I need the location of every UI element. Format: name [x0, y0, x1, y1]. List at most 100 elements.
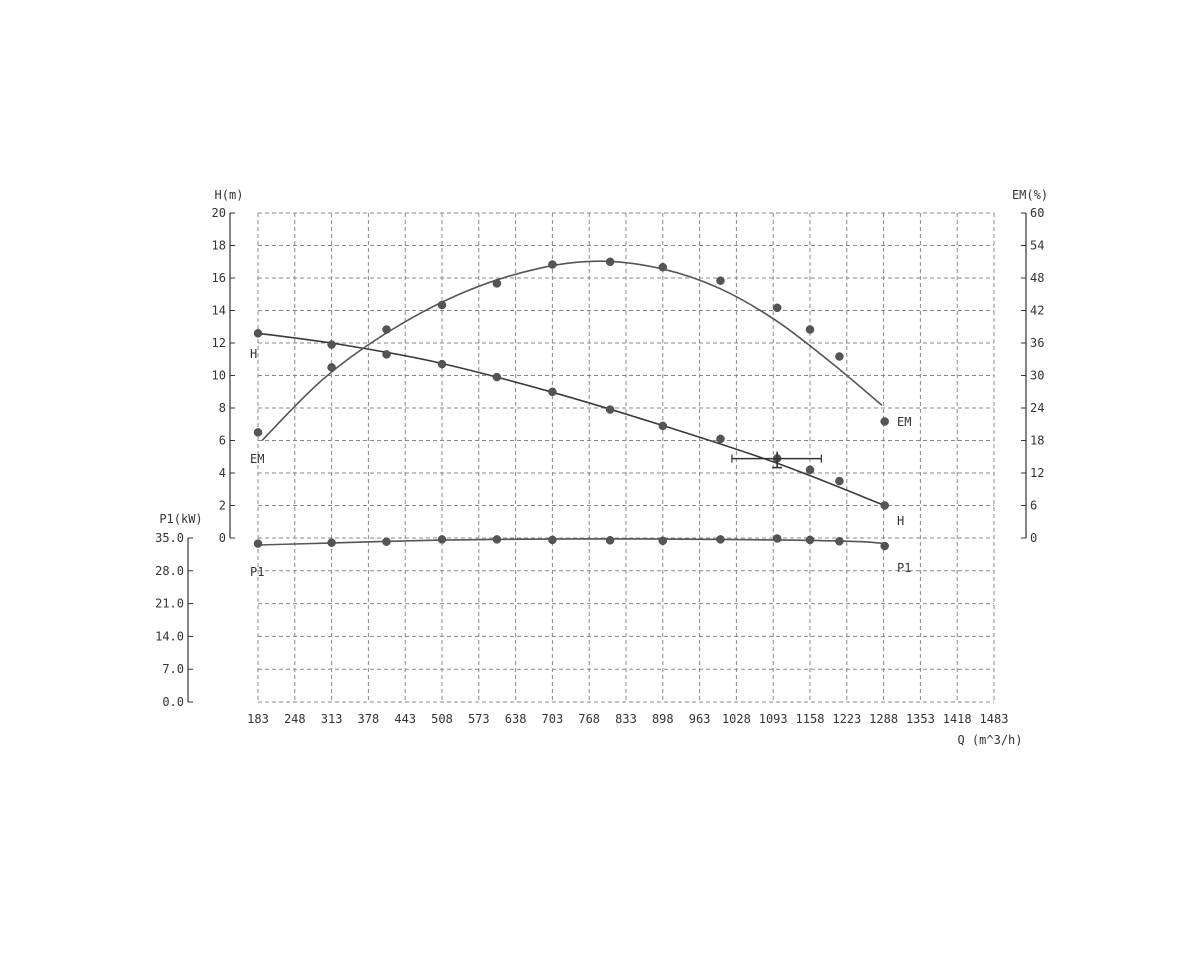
data-point-p1: [548, 535, 557, 545]
x-tick-label: 248: [284, 712, 306, 726]
em-tick-label: 18: [1030, 434, 1044, 448]
x-tick-label: 898: [652, 712, 674, 726]
p1-tick-label: 7.0: [162, 662, 184, 676]
h-tick-label: 6: [219, 434, 226, 448]
data-point-em: [548, 260, 557, 269]
grid: [257, 212, 995, 703]
data-point-em: [772, 303, 782, 313]
em-tick-label: 42: [1030, 304, 1044, 318]
em-tick-label: 30: [1030, 369, 1044, 383]
data-point-em: [253, 428, 263, 437]
data-point-h: [437, 359, 447, 369]
curve-label-h-right: H: [897, 514, 904, 528]
x-tick-label: 1288: [869, 712, 898, 726]
x-tick-label: 1158: [796, 712, 825, 726]
x-tick-label: 573: [468, 712, 490, 726]
x-tick-label: 443: [394, 712, 416, 726]
data-point-h: [492, 372, 502, 382]
curve-label-p1-left: P1: [250, 565, 264, 579]
data-point-h: [658, 421, 668, 431]
em-tick-label: 12: [1030, 466, 1044, 480]
x-tick-label: 1353: [906, 712, 935, 726]
data-point-h: [880, 501, 889, 510]
h-tick-label: 16: [212, 271, 226, 285]
h-tick-label: 2: [219, 499, 226, 513]
h-tick-label: 8: [219, 401, 226, 415]
series-line-h: [257, 332, 885, 507]
data-point-em: [716, 276, 725, 285]
em-tick-label: 24: [1030, 401, 1044, 415]
h-tick-label: 12: [212, 336, 226, 350]
em-axis-title: EM(%): [1012, 188, 1048, 202]
data-point-em: [327, 363, 336, 372]
x-tick-label: 703: [542, 712, 564, 726]
data-point-em: [437, 300, 447, 310]
data-point-p1: [327, 538, 336, 547]
p1-tick-label: 0.0: [162, 695, 184, 709]
data-point-em: [658, 262, 668, 272]
data-point-p1: [605, 536, 615, 545]
data-point-h: [548, 387, 557, 397]
p1-tick-label: 14.0: [155, 629, 184, 643]
data-point-em: [492, 279, 502, 288]
p1-tick-label: 35.0: [155, 531, 184, 545]
x-axis-title: Q (m^3/h): [957, 733, 1022, 747]
em-tick-label: 60: [1030, 206, 1044, 220]
data-point-h: [716, 434, 725, 444]
h-tick-label: 0: [219, 531, 226, 545]
p1-tick-label: 21.0: [155, 597, 184, 611]
x-tick-label: 183: [247, 712, 269, 726]
data-point-p1: [880, 541, 889, 551]
x-tick-label: 1093: [759, 712, 788, 726]
h-tick-label: 4: [219, 466, 226, 480]
p1-axis-title: P1(kW): [159, 512, 202, 526]
data-point-p1: [805, 535, 815, 545]
x-tick-label: 378: [358, 712, 380, 726]
x-tick-label: 1418: [943, 712, 972, 726]
em-tick-label: 54: [1030, 239, 1044, 253]
x-tick-label: 1223: [832, 712, 861, 726]
em-tick-label: 36: [1030, 336, 1044, 350]
data-point-h: [382, 350, 391, 359]
data-point-h: [805, 465, 815, 475]
data-point-em: [805, 325, 815, 334]
data-point-h: [253, 329, 263, 338]
curve-label-h-left: H: [250, 347, 257, 361]
series-line-em: [261, 260, 883, 442]
data-point-p1: [772, 534, 782, 543]
data-point-h: [835, 476, 844, 486]
data-point-em: [382, 325, 391, 334]
axes: 183 248 313 378 443 508 573 638 703 768 833 898 963 1…: [155, 188, 1048, 747]
p1-tick-label: 28.0: [155, 564, 184, 578]
x-tick-label: 833: [615, 712, 637, 726]
labels: H EM EM H P1 P1: [250, 347, 911, 579]
data-point-p1: [492, 535, 502, 544]
data-point-h: [605, 405, 615, 414]
data-point-p1: [716, 535, 725, 544]
data-point-h: [327, 340, 336, 349]
h-tick-label: 18: [212, 239, 226, 253]
x-tick-label: 963: [689, 712, 711, 726]
x-tick-label: 768: [578, 712, 600, 726]
em-tick-label: 6: [1030, 499, 1037, 513]
data-point-em: [835, 352, 844, 361]
data-point-p1: [382, 537, 391, 546]
data-point-p1: [835, 537, 844, 546]
curve-label-em-right: EM: [897, 415, 911, 429]
x-tick-label: 313: [321, 712, 343, 726]
em-tick-label: 0: [1030, 531, 1037, 545]
h-tick-label: 14: [212, 304, 226, 318]
h-tick-label: 10: [212, 369, 226, 383]
x-tick-label: 1483: [980, 712, 1009, 726]
curve-label-p1-right: P1: [897, 561, 911, 575]
em-tick-label: 48: [1030, 271, 1044, 285]
curve-label-em-left: EM: [250, 452, 264, 466]
h-tick-label: 20: [212, 206, 226, 220]
data-point-p1: [658, 536, 668, 546]
h-axis-title: H(m): [215, 188, 244, 202]
series: [253, 257, 889, 551]
x-tick-label: 508: [431, 712, 453, 726]
data-point-p1: [437, 535, 447, 544]
